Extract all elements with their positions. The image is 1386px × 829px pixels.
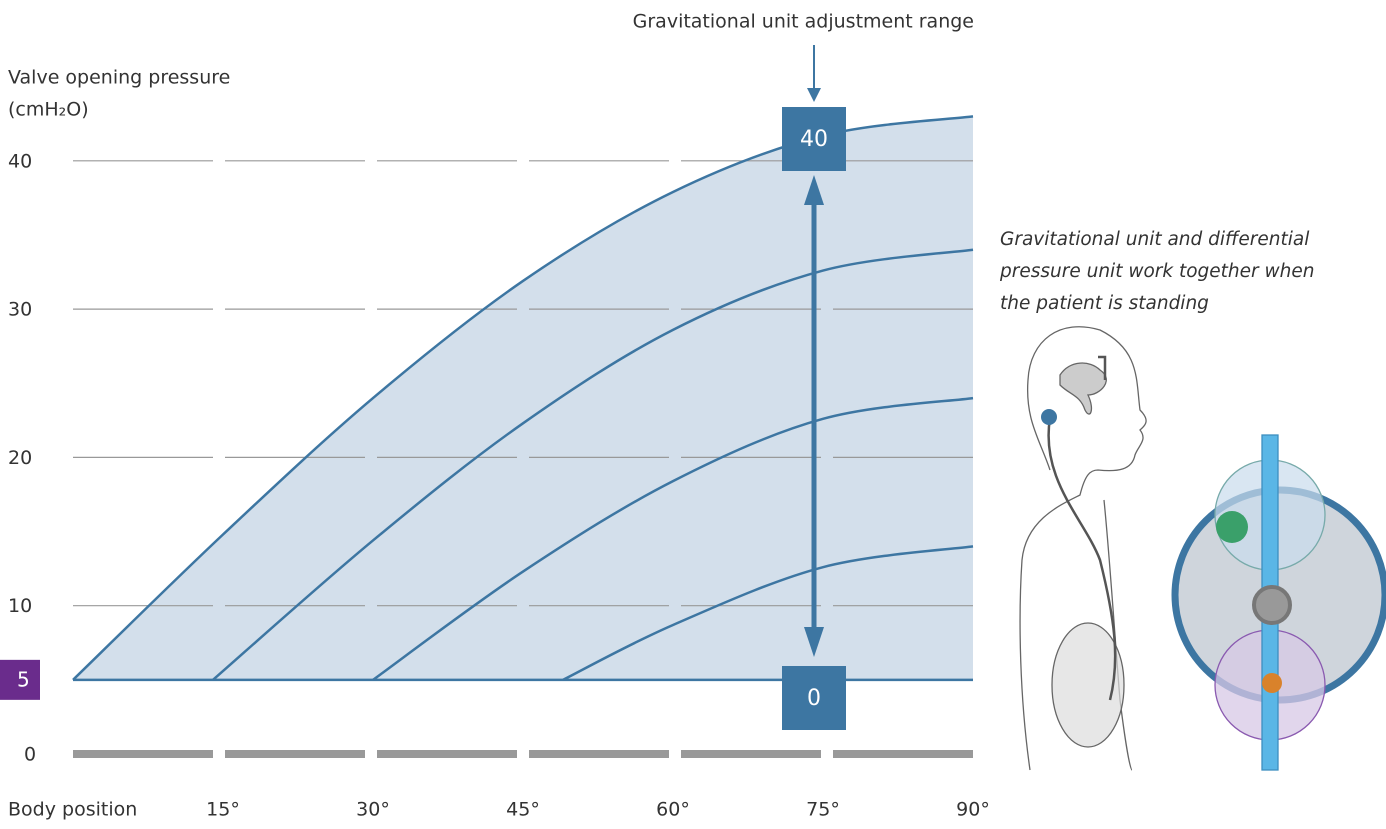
x-tick-label: 15° (206, 799, 240, 821)
arrow-head (807, 88, 821, 102)
curve (212, 248, 974, 681)
annotation: Gravitational unit adjustment range (633, 11, 974, 33)
y-tick-label: 20 (8, 447, 32, 469)
range-area (73, 116, 973, 680)
caption: pressure unit work together when (999, 261, 1314, 282)
curve (372, 396, 974, 681)
y-tick-label: 10 (8, 595, 32, 617)
illustration (1019, 326, 1386, 771)
x-tick-label: 75° (806, 799, 840, 821)
x-tick-label: 45° (506, 799, 540, 821)
x-tick-label: 30° (356, 799, 390, 821)
caption: Gravitational unit and differential (1000, 229, 1310, 250)
y-tick-label: 30 (8, 299, 32, 321)
ball (1216, 511, 1248, 543)
x-tick-label: 90° (956, 799, 990, 821)
abdomen (1051, 622, 1125, 748)
range-label: 0 (807, 686, 821, 711)
seat (1262, 673, 1282, 693)
y-axis-label: (cmH₂O) (8, 99, 89, 121)
y-tick-label: 5 (17, 667, 30, 691)
y-axis-label: Valve opening pressure (8, 67, 230, 89)
range-box (782, 666, 846, 730)
shunt (1047, 355, 1117, 701)
curve (562, 545, 974, 681)
y-tick-label: 0 (24, 744, 36, 766)
ventricle (1059, 362, 1107, 415)
arrow-head (804, 627, 824, 657)
tick-highlight (0, 659, 40, 700)
range-box (782, 107, 846, 171)
head-outline (1019, 326, 1147, 771)
x-tick-label: 60° (656, 799, 690, 821)
range-label: 40 (800, 127, 828, 152)
y-tick-label: 40 (8, 150, 32, 172)
arrow-head (804, 175, 824, 205)
caption: the patient is standing (1000, 293, 1209, 314)
valve-dot (1041, 409, 1057, 425)
x-axis-label: Body position (8, 799, 137, 821)
rotor (1252, 585, 1292, 625)
